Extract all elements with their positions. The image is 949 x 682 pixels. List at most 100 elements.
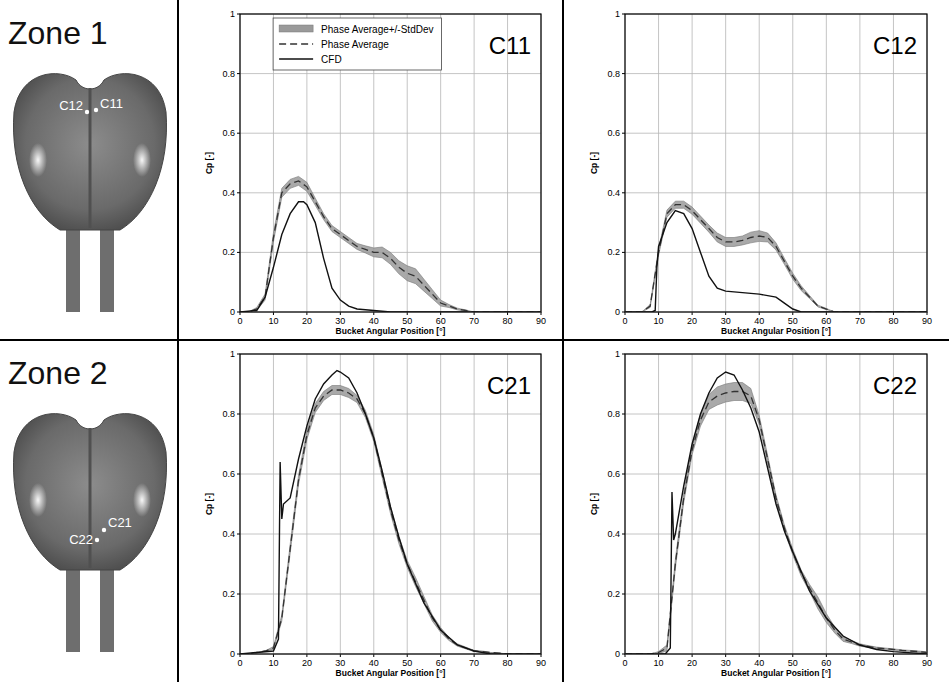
panel-title: C21 xyxy=(487,372,531,399)
tick-label: 0.8 xyxy=(607,69,620,79)
tick-label: 1 xyxy=(230,349,235,359)
tick-label: 0.2 xyxy=(222,589,235,599)
bucket-stem xyxy=(100,562,114,652)
grid-line xyxy=(407,354,408,654)
grid-line xyxy=(240,73,541,74)
tick-label: 60 xyxy=(436,658,446,668)
grid-line xyxy=(240,474,541,475)
tick-label: 10 xyxy=(268,316,278,326)
grid-line xyxy=(692,354,693,654)
tick-label: 0 xyxy=(622,658,627,668)
tick-label: 1 xyxy=(230,9,235,19)
sensor-label: C11 xyxy=(100,96,123,111)
grid-line xyxy=(759,14,760,312)
grid-line xyxy=(859,14,860,312)
grid-line xyxy=(240,133,541,134)
tick-label: 0.8 xyxy=(222,409,235,419)
zone-label: Zone 2 xyxy=(8,355,108,391)
grid-line xyxy=(893,354,894,654)
tick-label: 80 xyxy=(888,316,898,326)
legend-swatch xyxy=(279,43,313,44)
zone-label: Zone 1 xyxy=(8,15,108,51)
grid-line xyxy=(658,14,659,312)
tick-label: 90 xyxy=(536,658,546,668)
chart: 010203040506070809000.20.40.60.81Bucket … xyxy=(204,349,546,678)
grid-line xyxy=(826,14,827,312)
series-line xyxy=(240,390,541,654)
plot-frame xyxy=(625,14,927,312)
tick-label: 40 xyxy=(754,658,764,668)
grid-line xyxy=(625,414,927,415)
plot-frame xyxy=(240,354,541,654)
bucket-ridge xyxy=(89,88,92,228)
std-band xyxy=(240,176,541,312)
tick-label: 0.2 xyxy=(607,589,620,599)
grid-line xyxy=(507,354,508,654)
grid-line xyxy=(692,14,693,312)
grid-line xyxy=(240,414,541,415)
grid-line xyxy=(507,14,508,312)
series-line xyxy=(240,181,541,312)
tick-label: 30 xyxy=(335,316,345,326)
legend-swatch xyxy=(279,25,313,32)
tick-label: 90 xyxy=(922,316,932,326)
tick-label: 0.6 xyxy=(222,128,235,138)
grid-line xyxy=(759,354,760,654)
bucket-stem xyxy=(100,222,114,312)
tick-label: 0.2 xyxy=(607,247,620,257)
grid-line xyxy=(340,354,341,654)
sensor-dot xyxy=(94,108,98,112)
grid-line xyxy=(240,534,541,535)
tick-label: 70 xyxy=(855,658,865,668)
grid-line xyxy=(625,252,927,253)
tick-label: 60 xyxy=(436,316,446,326)
tick-label: 0 xyxy=(237,316,242,326)
grid-line xyxy=(625,73,927,74)
tick-label: 0 xyxy=(230,307,235,317)
tick-label: 1 xyxy=(615,9,620,19)
legend-label: Phase Average+/-StdDev xyxy=(321,24,433,35)
grid-line xyxy=(273,354,274,654)
series-line xyxy=(240,202,541,312)
tick-label: 90 xyxy=(922,658,932,668)
tick-label: 40 xyxy=(369,658,379,668)
tick-label: 20 xyxy=(302,658,312,668)
sensor-dot xyxy=(102,528,106,532)
y-axis-title: Cp [-] xyxy=(589,493,599,515)
grid-line xyxy=(625,192,927,193)
legend-label: CFD xyxy=(321,54,342,65)
tick-label: 0.4 xyxy=(222,188,235,198)
chart: 010203040506070809000.20.40.60.81Bucket … xyxy=(589,349,932,678)
tick-label: 50 xyxy=(402,316,412,326)
tick-label: 90 xyxy=(536,316,546,326)
zone-panel: Zone 2C21C22 xyxy=(8,355,167,652)
tick-label: 1 xyxy=(615,349,620,359)
tick-label: 30 xyxy=(721,658,731,668)
tick-label: 80 xyxy=(503,316,513,326)
tick-label: 0.8 xyxy=(222,69,235,79)
bucket-stem xyxy=(66,222,80,312)
x-axis-title: Bucket Angular Position [°] xyxy=(721,326,831,336)
sensor-label: C12 xyxy=(59,98,83,113)
data-group xyxy=(625,201,927,312)
tick-label: 20 xyxy=(687,658,697,668)
grid-line xyxy=(625,474,927,475)
chart: 010203040506070809000.20.40.60.81Bucket … xyxy=(204,9,546,336)
tick-label: 0.4 xyxy=(607,529,620,539)
tick-label: 0 xyxy=(237,658,242,668)
tick-label: 0.2 xyxy=(222,247,235,257)
grid-line xyxy=(474,14,475,312)
std-band xyxy=(625,201,927,312)
bucket-body xyxy=(13,414,166,570)
highlight xyxy=(29,483,47,517)
tick-label: 20 xyxy=(687,316,697,326)
tick-label: 0.6 xyxy=(607,469,620,479)
series-line xyxy=(625,205,927,312)
plot-frame xyxy=(625,354,927,654)
x-axis-title: Bucket Angular Position [°] xyxy=(721,668,831,678)
panel-title: C22 xyxy=(873,372,917,399)
tick-label: 30 xyxy=(721,316,731,326)
tick-label: 10 xyxy=(654,658,664,668)
tick-label: 70 xyxy=(855,316,865,326)
grid-line xyxy=(893,14,894,312)
